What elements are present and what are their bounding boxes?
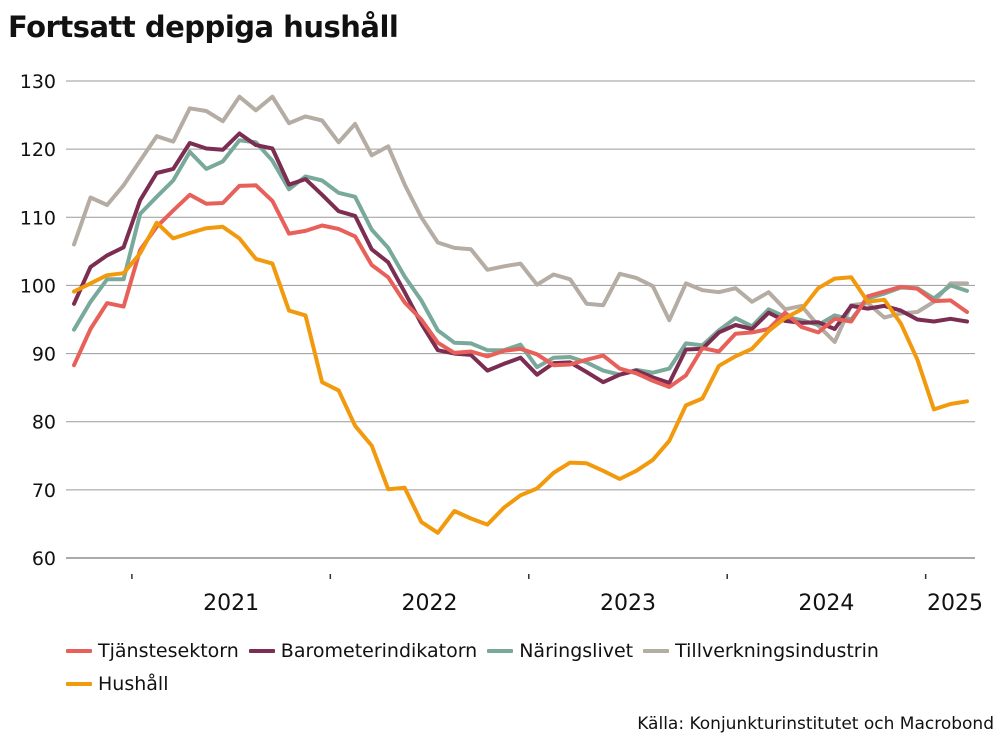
legend: Tjänstesektorn Barometerindikatorn Närin…: [66, 634, 986, 700]
y-tick-label-110: 110: [20, 207, 56, 229]
y-tick-label-60: 60: [32, 548, 56, 570]
legend-label-barometerindikatorn: Barometerindikatorn: [280, 639, 478, 662]
series-line-tjanstesektorn: [72, 183, 969, 389]
y-tick-label-70: 70: [32, 480, 56, 502]
series-line-tillverkningsindustrin: [72, 94, 969, 344]
legend-swatch-naringslivet: [487, 648, 514, 653]
x-tick-label-2022: 2022: [402, 591, 458, 616]
y-tick-label-90: 90: [32, 344, 56, 366]
x-tick-label-2023: 2023: [600, 591, 656, 616]
y-tick-label-130: 130: [20, 71, 56, 93]
series-lines: [72, 94, 969, 535]
legend-item-hushall: Hushåll: [66, 673, 168, 695]
grid-lines: [66, 80, 975, 559]
y-tick-label-120: 120: [20, 139, 56, 161]
legend-label-tjanstesektorn: Tjänstesektorn: [98, 639, 239, 662]
legend-swatch-barometerindikatorn: [248, 648, 275, 653]
legend-item-naringslivet: Näringslivet: [487, 640, 633, 662]
source-note: Källa: Konjunkturinstitutet och Macrobon…: [637, 714, 994, 734]
legend-item-tjanstesektorn: Tjänstesektorn: [66, 640, 239, 662]
legend-swatch-tjanstesektorn: [66, 648, 92, 653]
y-tick-labels: 60 70 80 90 100 110 120 130: [20, 71, 56, 570]
series-line-naringslivet: [72, 138, 969, 377]
legend-item-barometerindikatorn: Barometerindikatorn: [248, 639, 478, 662]
legend-swatch-hushall: [66, 681, 92, 686]
x-tick-label-2025: 2025: [927, 591, 983, 616]
chart-title: Fortsatt deppiga hushåll: [8, 10, 399, 44]
series-line-barometerindikatorn: [72, 131, 969, 385]
series-line-hushall: [72, 220, 969, 535]
legend-swatch-tillverkningsindustrin: [643, 648, 670, 653]
y-tick-label-80: 80: [32, 412, 56, 434]
legend-item-tillverkningsindustrin: Tillverkningsindustrin: [643, 640, 879, 662]
y-tick-label-100: 100: [20, 275, 56, 297]
x-axis: 2021 2022 2023 2024 2025: [131, 574, 983, 616]
legend-label-naringslivet: Näringslivet: [519, 639, 634, 662]
legend-label-hushall: Hushåll: [98, 672, 169, 695]
x-tick-label-2021: 2021: [203, 591, 259, 616]
x-tick-label-2024: 2024: [798, 591, 854, 616]
legend-label-tillverkningsindustrin: Tillverkningsindustrin: [675, 639, 879, 662]
